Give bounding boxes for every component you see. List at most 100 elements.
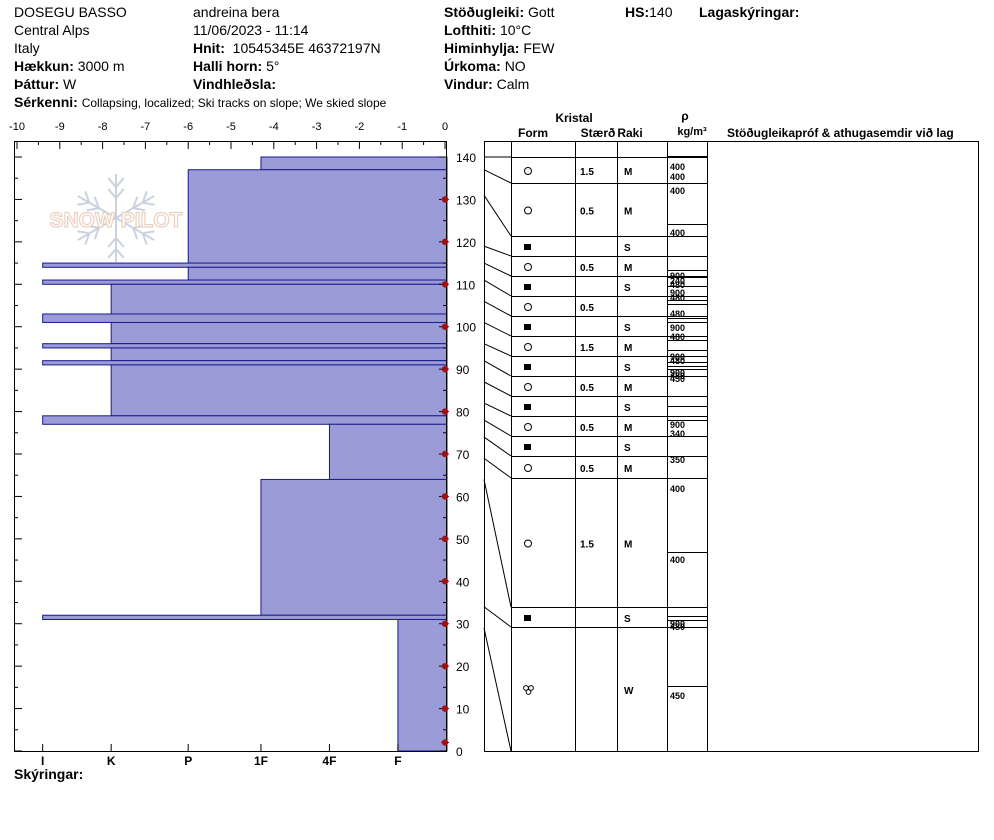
hardness-bar bbox=[42, 262, 448, 268]
hardness-tick-label: I bbox=[41, 754, 44, 768]
faceted-grain-icon bbox=[524, 364, 531, 370]
hardness-bar bbox=[42, 614, 448, 620]
layer-connector bbox=[483, 457, 512, 479]
snowflake-branch bbox=[141, 233, 148, 246]
density-value: 400 bbox=[670, 172, 685, 182]
tests-header: Stöðugleikapróf & athugasemdir við lag bbox=[727, 126, 954, 140]
temperature-profile bbox=[441, 196, 449, 746]
wind-label: Vindur: bbox=[444, 76, 493, 92]
round-grain-icon bbox=[524, 423, 532, 431]
snowflake-arm bbox=[77, 217, 117, 241]
height-tick-label: 70 bbox=[456, 448, 470, 462]
height-tick-label: 110 bbox=[456, 278, 475, 292]
aspect-field: Þáttur: W bbox=[14, 76, 76, 92]
hardness-tick-label: 1F bbox=[254, 754, 268, 768]
stability-value: Gott bbox=[528, 4, 555, 20]
snowflake-branch bbox=[107, 248, 117, 259]
snowflake-branch bbox=[86, 224, 100, 229]
temp-marker bbox=[441, 408, 449, 415]
air-temp-value: 10°C bbox=[499, 22, 532, 38]
density-value: 400 bbox=[670, 555, 685, 565]
snowflake-branch bbox=[86, 207, 100, 212]
elevation-value: 3000 m bbox=[77, 58, 125, 74]
coords-label: Hnit: bbox=[193, 40, 225, 56]
temp-marker bbox=[441, 493, 449, 500]
round-grain-icon bbox=[524, 263, 532, 271]
density-value: 400 bbox=[670, 186, 685, 196]
snowflake-branch bbox=[107, 188, 117, 199]
faceted-grain-icon bbox=[524, 244, 531, 250]
moisture-value: M bbox=[624, 207, 632, 218]
height-tick-label: 140 bbox=[456, 151, 476, 165]
temp-tick-label: -8 bbox=[98, 121, 108, 133]
faceted-grain-icon bbox=[524, 444, 531, 450]
moisture-value: M bbox=[624, 423, 632, 434]
density-value: 900 bbox=[670, 352, 685, 362]
snowflake-arm bbox=[115, 217, 155, 241]
table-border bbox=[484, 141, 979, 752]
density-value: 900 bbox=[670, 323, 685, 333]
hardness-bar bbox=[42, 279, 448, 285]
snowflake-branch bbox=[93, 227, 100, 240]
logo-text: SNOW PILOT bbox=[50, 209, 183, 232]
snowflake-branch bbox=[115, 237, 125, 248]
height-tick-label: 120 bbox=[456, 236, 476, 250]
moisture-value: S bbox=[624, 283, 631, 294]
height-tick-label: 10 bbox=[456, 703, 470, 717]
round-grain-icon bbox=[524, 167, 532, 175]
temp-marker bbox=[441, 705, 449, 712]
moisture-value: S bbox=[624, 614, 631, 625]
slope-value: 5° bbox=[266, 58, 280, 74]
temp-marker bbox=[441, 365, 449, 373]
hardness-bar bbox=[42, 415, 448, 425]
hardness-bar bbox=[260, 156, 448, 171]
temp-tick-label: -6 bbox=[183, 121, 193, 133]
temp-marker bbox=[441, 196, 449, 203]
density-value: 400 bbox=[670, 162, 685, 172]
layer-connector bbox=[483, 322, 512, 337]
elevation-field: Hækkun: 3000 m bbox=[14, 58, 125, 74]
size-header: Stærð bbox=[581, 126, 616, 140]
density-value: 400 bbox=[670, 484, 685, 494]
layer-connector bbox=[483, 627, 512, 752]
layer-connector bbox=[483, 343, 512, 357]
snowflake-branch bbox=[142, 201, 155, 206]
moisture-value: M bbox=[624, 167, 632, 178]
height-axis: 0 10 20 30 40 50 60 70 80 90 100 110 120 130 140 bbox=[14, 151, 476, 759]
aspect-label: Þáttur: bbox=[14, 76, 60, 92]
layer-connector bbox=[483, 194, 512, 237]
notes-label: Skýringar: bbox=[14, 766, 84, 782]
moisture-value: M bbox=[624, 383, 632, 394]
hardness-bar bbox=[110, 321, 448, 345]
round-grain-icon bbox=[524, 539, 532, 548]
stability-label: Stöðugleiki: bbox=[444, 4, 525, 20]
density-value: 450 bbox=[670, 691, 685, 701]
round-grain-icon bbox=[524, 343, 532, 351]
temp-marker bbox=[441, 535, 449, 543]
temp-tick-label: -1 bbox=[397, 121, 407, 133]
hardness-bar bbox=[187, 266, 448, 281]
moisture-value: W bbox=[624, 686, 634, 697]
round-grain-icon bbox=[524, 206, 532, 215]
hardness-bar bbox=[110, 347, 448, 362]
location-name: DOSEGU BASSO bbox=[14, 4, 127, 20]
snowflake-branch bbox=[132, 227, 139, 240]
temp-tick-label: 0 bbox=[442, 121, 448, 133]
moisture-value: M bbox=[624, 464, 632, 475]
snowflake-branch bbox=[93, 196, 100, 209]
rho-header: ρ bbox=[681, 109, 688, 123]
height-tick-label: 80 bbox=[456, 406, 470, 420]
snowflake-icon bbox=[77, 174, 155, 262]
snowflake-branch bbox=[115, 177, 125, 188]
moisture-value: M bbox=[624, 343, 632, 354]
snowflake-branch bbox=[132, 207, 146, 212]
snowflake-branch bbox=[115, 248, 125, 259]
sky-label: Himinhylja: bbox=[444, 40, 520, 56]
snow-pilot-logo: SNOW PILOT bbox=[49, 174, 183, 262]
snowflake-arm bbox=[115, 195, 155, 219]
grain-size: 0.5 bbox=[580, 303, 594, 314]
wind-loading-field: Vindhleðsla: bbox=[193, 76, 276, 92]
coords-field: Hnit: 10545345E 46372197N bbox=[193, 40, 381, 56]
hardness-bar bbox=[110, 283, 448, 315]
snowflake-branch bbox=[115, 188, 125, 199]
